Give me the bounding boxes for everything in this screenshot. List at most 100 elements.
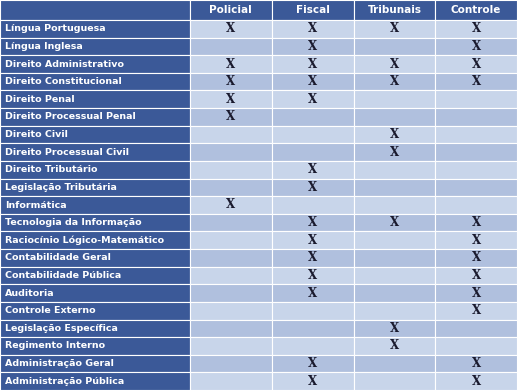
Bar <box>272 161 354 179</box>
Bar <box>272 249 354 267</box>
Bar <box>354 144 435 161</box>
Bar <box>272 20 354 37</box>
Bar <box>354 372 435 390</box>
Text: Direito Administrativo: Direito Administrativo <box>5 60 124 69</box>
Bar <box>354 90 435 108</box>
Text: X: X <box>472 22 481 35</box>
Text: Língua Inglesa: Língua Inglesa <box>5 42 83 51</box>
Bar <box>272 0 354 20</box>
Bar <box>354 302 435 319</box>
Bar <box>435 0 517 20</box>
Bar <box>435 302 517 319</box>
Text: Auditoria: Auditoria <box>5 289 55 298</box>
Bar <box>272 144 354 161</box>
Text: Direito Civil: Direito Civil <box>5 130 68 139</box>
Text: Direito Constitucional: Direito Constitucional <box>5 77 121 86</box>
Text: X: X <box>308 75 317 88</box>
Bar <box>435 372 517 390</box>
Bar <box>272 108 354 126</box>
Text: X: X <box>472 75 481 88</box>
Text: X: X <box>308 58 317 71</box>
Text: X: X <box>226 110 235 123</box>
Bar <box>0 355 190 372</box>
Bar <box>0 55 190 73</box>
Bar <box>272 126 354 144</box>
Bar <box>435 355 517 372</box>
Bar <box>435 108 517 126</box>
Text: X: X <box>472 252 481 264</box>
Text: X: X <box>308 287 317 300</box>
Bar <box>354 355 435 372</box>
Bar <box>354 20 435 37</box>
Text: X: X <box>390 339 399 353</box>
Text: X: X <box>472 287 481 300</box>
Bar <box>435 337 517 355</box>
Bar <box>354 73 435 90</box>
Bar <box>190 249 272 267</box>
Text: X: X <box>390 128 399 141</box>
Text: X: X <box>308 375 317 388</box>
Text: Tecnologia da Informação: Tecnologia da Informação <box>5 218 142 227</box>
Bar <box>190 55 272 73</box>
Text: Controle Externo: Controle Externo <box>5 306 96 315</box>
Bar <box>0 90 190 108</box>
Text: X: X <box>390 75 399 88</box>
Text: Legislação Tributária: Legislação Tributária <box>5 183 117 192</box>
Bar <box>190 126 272 144</box>
Text: X: X <box>390 58 399 71</box>
Bar <box>354 179 435 196</box>
Bar <box>272 337 354 355</box>
Bar <box>435 214 517 231</box>
Text: Direito Processual Penal: Direito Processual Penal <box>5 112 136 121</box>
Bar <box>0 196 190 214</box>
Text: Administração Geral: Administração Geral <box>5 359 114 368</box>
Text: X: X <box>472 269 481 282</box>
Bar <box>190 284 272 302</box>
Text: Raciocínio Lógico-Matemático: Raciocínio Lógico-Matemático <box>5 236 164 245</box>
Bar <box>435 231 517 249</box>
Bar <box>435 20 517 37</box>
Text: X: X <box>226 22 235 35</box>
Bar <box>190 179 272 196</box>
Text: Policial: Policial <box>209 5 252 15</box>
Text: Legislação Específica: Legislação Específica <box>5 324 118 333</box>
Bar <box>354 126 435 144</box>
Text: X: X <box>308 252 317 264</box>
Bar <box>272 55 354 73</box>
Bar <box>435 144 517 161</box>
Bar <box>190 144 272 161</box>
Bar <box>0 179 190 196</box>
Bar <box>0 0 190 20</box>
Text: Fiscal: Fiscal <box>296 5 329 15</box>
Bar <box>0 249 190 267</box>
Text: Direito Tributário: Direito Tributário <box>5 165 98 174</box>
Bar <box>190 73 272 90</box>
Text: X: X <box>226 199 235 211</box>
Bar <box>190 337 272 355</box>
Text: Direito Penal: Direito Penal <box>5 95 74 104</box>
Bar <box>354 161 435 179</box>
Text: X: X <box>472 375 481 388</box>
Bar <box>435 267 517 284</box>
Bar <box>354 0 435 20</box>
Bar <box>354 267 435 284</box>
Bar <box>190 372 272 390</box>
Bar <box>0 337 190 355</box>
Bar <box>354 319 435 337</box>
Bar <box>435 161 517 179</box>
Bar <box>272 355 354 372</box>
Bar <box>272 231 354 249</box>
Text: X: X <box>226 93 235 106</box>
Text: Regimento Interno: Regimento Interno <box>5 342 105 351</box>
Bar <box>0 214 190 231</box>
Bar <box>272 196 354 214</box>
Bar <box>0 302 190 319</box>
Bar <box>190 319 272 337</box>
Text: X: X <box>308 93 317 106</box>
Bar <box>272 37 354 55</box>
Bar <box>272 319 354 337</box>
Text: X: X <box>308 216 317 229</box>
Text: X: X <box>308 40 317 53</box>
Bar <box>190 231 272 249</box>
Bar <box>0 284 190 302</box>
